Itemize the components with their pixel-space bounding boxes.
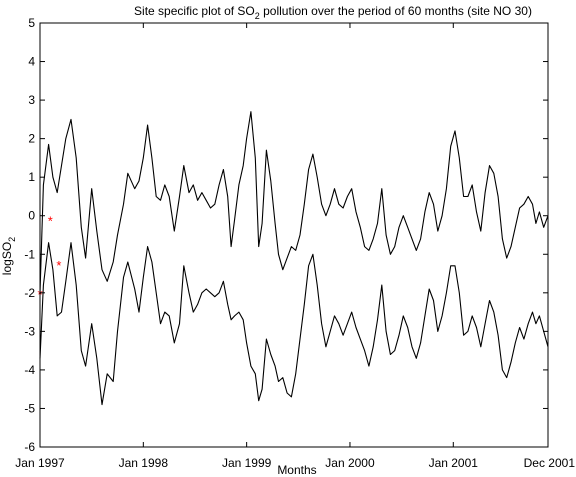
chart-title: Site specific plot of SO2 pollution over…	[134, 4, 532, 21]
y-tick-label-8: 2	[28, 132, 35, 146]
chart-title-rest: pollution over the period of 60 months (…	[260, 4, 532, 18]
y-axis-label-main: logSO	[0, 242, 14, 275]
y-tick-label-10: 4	[28, 55, 35, 69]
series-layer	[39, 111, 549, 406]
marker-point-3: *	[56, 258, 61, 273]
x-tick-label-2: Jan 1999	[222, 456, 272, 470]
y-tick-label-3: -3	[24, 324, 35, 338]
x-tick-label-1: Jan 1998	[119, 456, 169, 470]
chart-title-main: Site specific plot of SO	[134, 4, 255, 18]
tick-layer: -6 -5 -4 -3 -2 -1 0 1 2 3 4 5 Jan 1997 Jan 1998 Jan 19…	[15, 16, 575, 470]
x-tick-label-4: Jan 2001	[429, 456, 479, 470]
y-tick-label-9: 3	[28, 93, 35, 107]
y-tick-label-0: -6	[24, 440, 35, 454]
x-tick-label-3: Jan 2000	[325, 456, 375, 470]
svg-text:logSO2: logSO2	[0, 237, 17, 275]
y-tick-label-6: 0	[28, 209, 35, 223]
y-tick-label-2: -4	[24, 363, 35, 377]
plot-frame	[39, 22, 549, 448]
y-axis-label-subscript: 2	[7, 237, 17, 242]
chart-title-subscript: 2	[255, 11, 260, 21]
x-tick-label-0: Jan 1997	[15, 456, 65, 470]
series-line-1	[39, 111, 549, 293]
y-tick-label-11: 5	[28, 16, 35, 30]
series-line-2	[39, 242, 549, 406]
x-tick-label-5: Dec 2001	[524, 456, 576, 470]
y-axis-label: logSO2	[0, 237, 17, 275]
y-tick-label-1: -5	[24, 401, 35, 415]
x-axis-label: Months	[277, 463, 316, 477]
y-tick-label-4: -2	[24, 286, 35, 300]
y-tick-label-5: -1	[24, 247, 35, 261]
marker-point-2: *	[48, 214, 53, 229]
y-tick-label-7: 1	[28, 170, 35, 184]
